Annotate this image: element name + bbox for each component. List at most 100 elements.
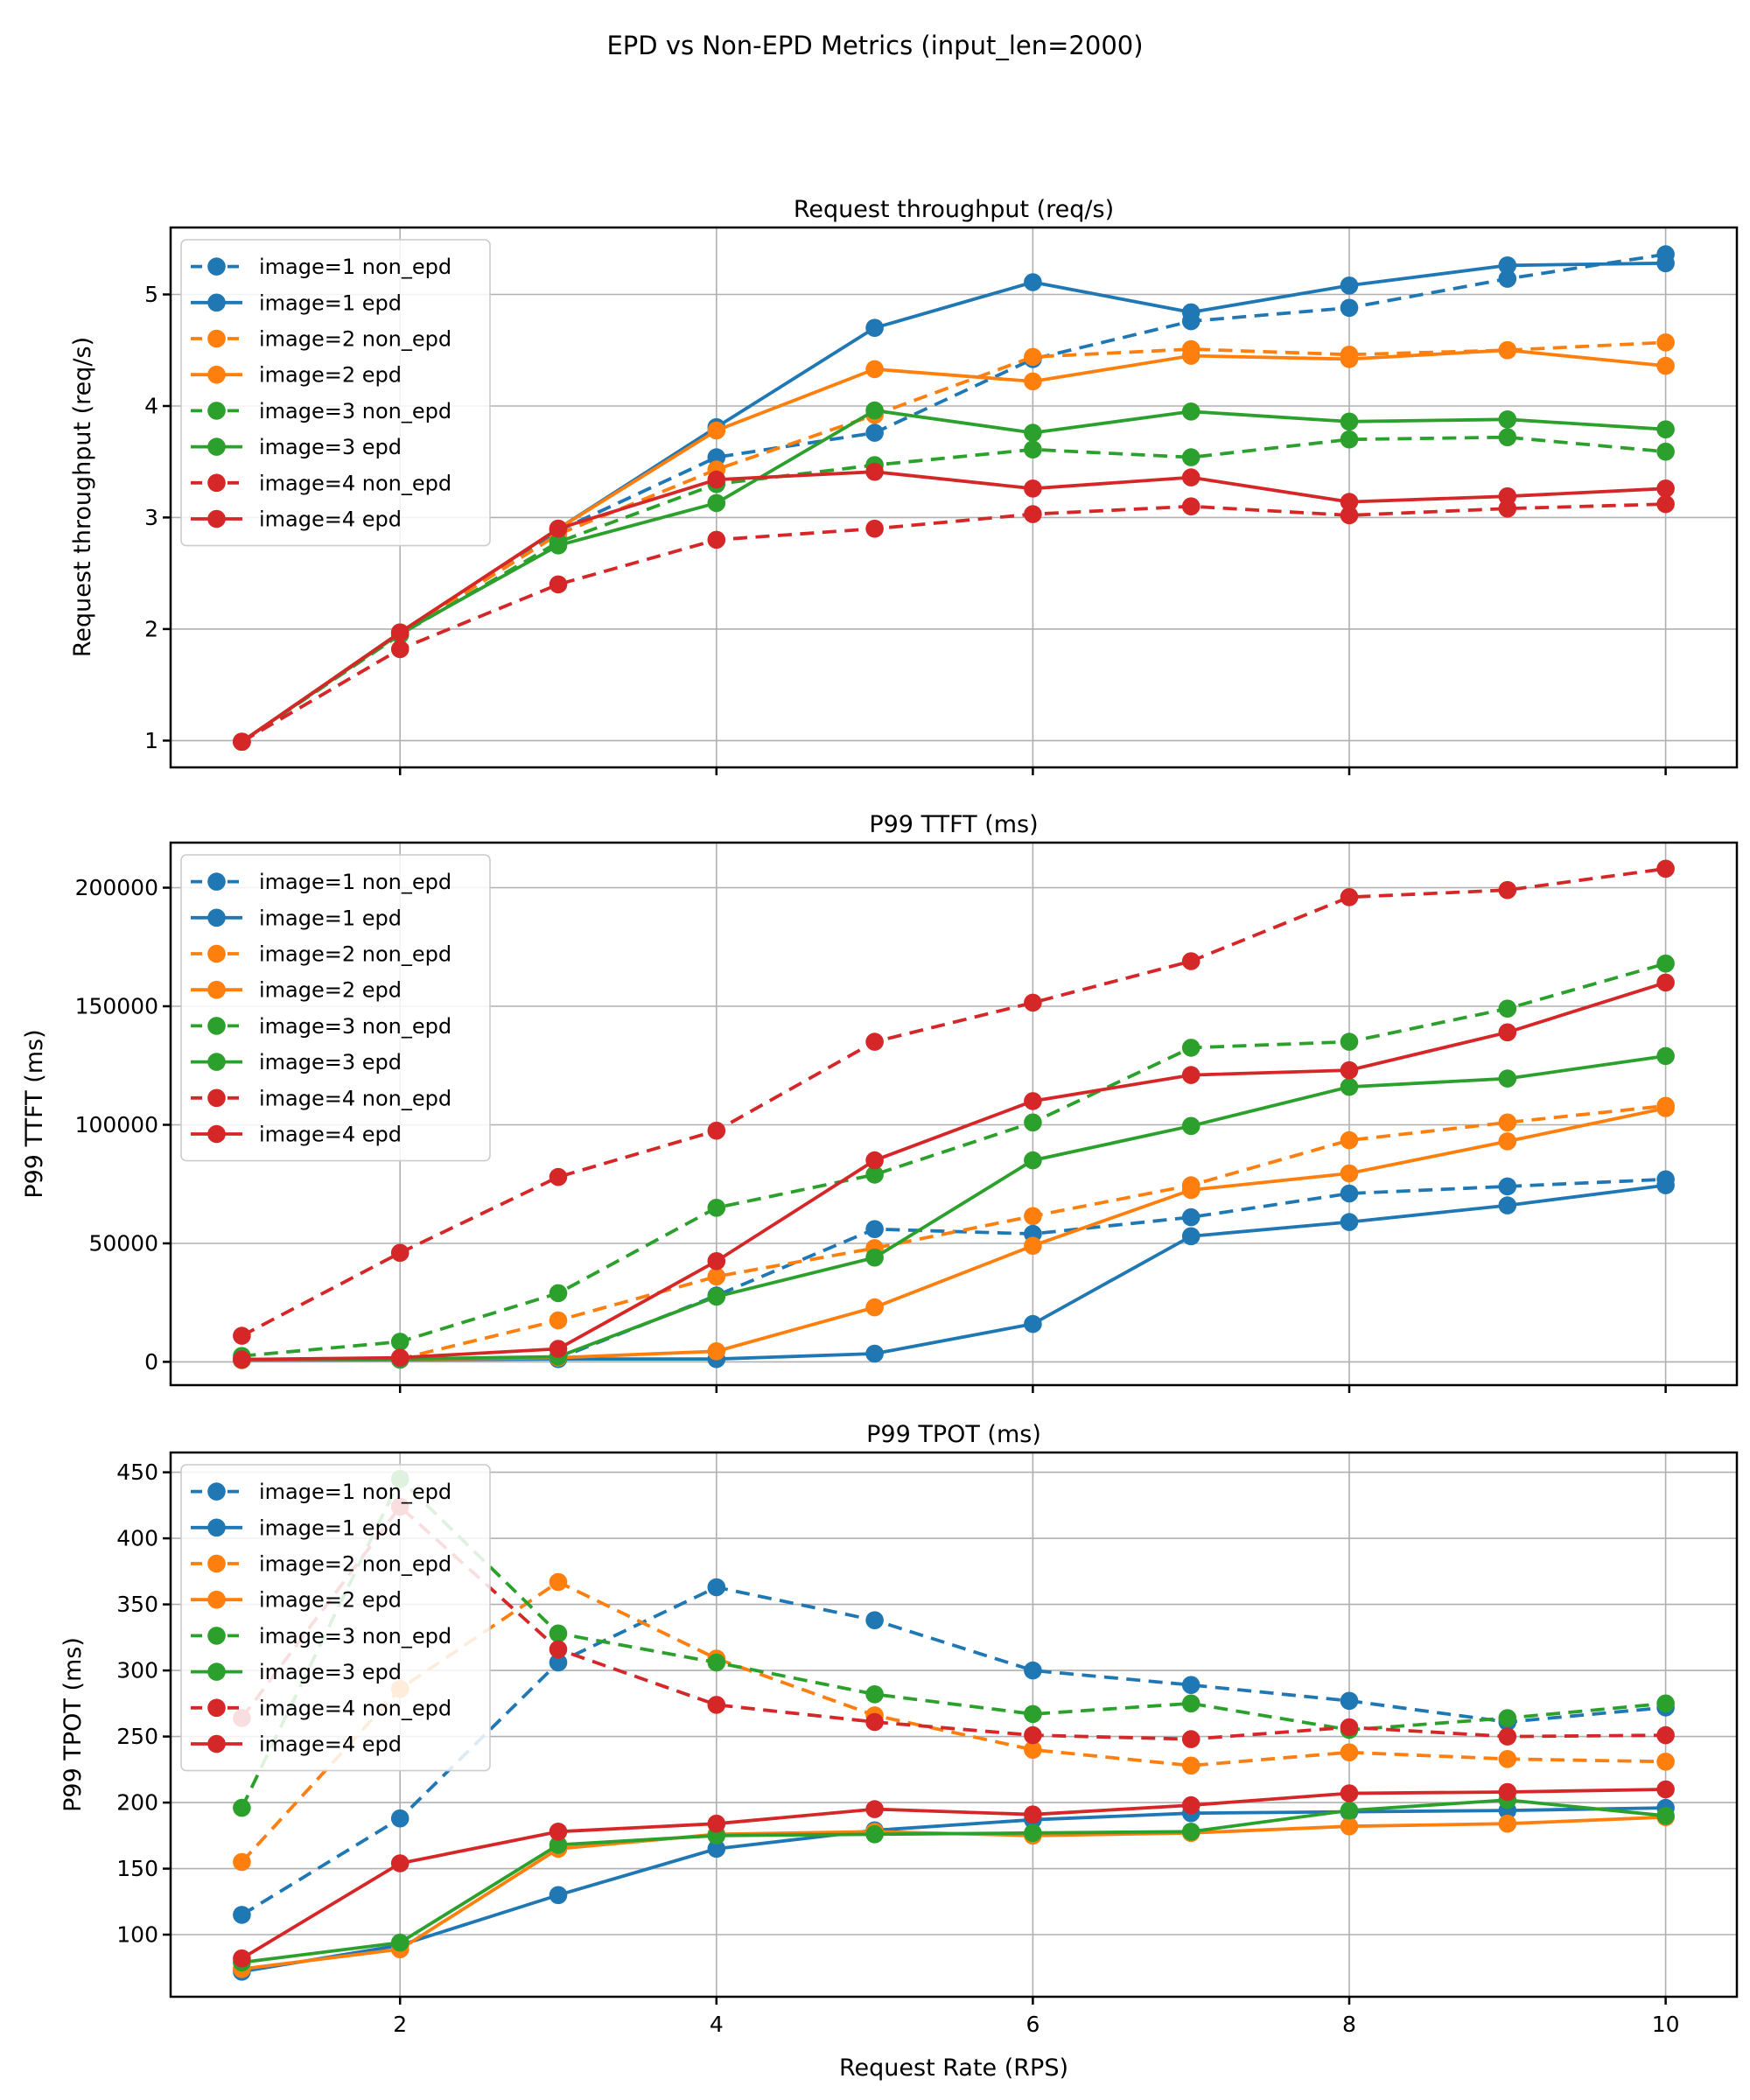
data-point — [390, 1243, 410, 1263]
data-point — [1498, 486, 1517, 506]
series-line-image-3-epd — [242, 1798, 1666, 1964]
data-point — [1024, 1661, 1042, 1680]
series-line-image-4-epd — [242, 981, 1667, 1362]
data-point — [1340, 1184, 1359, 1203]
data-point — [1656, 420, 1675, 439]
series-line-image-4-non-epd — [241, 866, 1666, 1338]
data-point — [707, 1287, 726, 1306]
data-point — [1340, 1743, 1359, 1761]
data-point — [1024, 1113, 1042, 1132]
data-point — [1498, 999, 1517, 1018]
data-point — [1181, 346, 1200, 365]
data-point — [1181, 402, 1200, 421]
data-point — [1024, 1236, 1042, 1255]
data-point — [865, 1166, 884, 1184]
data-point — [1181, 1730, 1200, 1748]
legend-entry-image-2-epd: image=2 epd — [191, 363, 402, 388]
legend-label: image=3 non_epd — [259, 1014, 452, 1039]
data-point — [390, 1854, 410, 1872]
chart2-title: P99 TTFT (ms) — [869, 811, 1038, 838]
data-point — [865, 1032, 884, 1051]
y-tick-label: 4 — [144, 394, 158, 419]
legend-marker — [207, 293, 226, 312]
data-point — [1656, 1806, 1675, 1825]
data-point — [865, 424, 884, 442]
data-point — [1181, 303, 1200, 322]
data-point — [1656, 356, 1675, 375]
legend-marker — [207, 257, 226, 276]
legend-label: image=1 non_epd — [259, 1480, 452, 1504]
legend-label: image=1 non_epd — [259, 870, 452, 894]
data-point — [865, 1298, 884, 1317]
series-markers-image-4-epd — [233, 462, 1675, 751]
legend-label: image=4 epd — [259, 1123, 402, 1147]
data-point — [233, 732, 251, 751]
legend: image=1 non_epd image=1 epd image=2 non_ep… — [180, 1464, 491, 1772]
data-point — [1024, 372, 1042, 391]
data-point — [707, 1814, 726, 1833]
data-point — [390, 1333, 410, 1351]
series-markers-image-3-non-epd — [233, 954, 1675, 1365]
legend-entry-image-1-epd: image=1 epd — [191, 906, 402, 930]
data-point — [1340, 506, 1359, 525]
data-point — [1181, 1756, 1200, 1775]
y-tick-label: 2 — [144, 616, 158, 641]
data-point — [233, 1326, 251, 1345]
chart2-ylabel: P99 TTFT (ms) — [21, 1029, 48, 1198]
data-point — [865, 318, 884, 338]
data-point — [1340, 1213, 1359, 1231]
y-tick-label: 50000 — [88, 1231, 158, 1256]
data-point — [1024, 1207, 1042, 1226]
data-point — [1024, 1151, 1042, 1170]
data-point — [1181, 1039, 1200, 1057]
legend-label: image=2 non_epd — [259, 327, 452, 352]
legend-marker — [207, 908, 226, 928]
legend-entry-image-1-non-epd: image=1 non_epd — [191, 1480, 452, 1504]
data-point — [1498, 256, 1517, 275]
data-point — [1340, 1816, 1359, 1836]
chart1-title: Request throughput (req/s) — [794, 196, 1114, 223]
data-point — [707, 1578, 726, 1597]
data-point — [1340, 1691, 1359, 1711]
data-point — [865, 360, 884, 379]
data-point — [1498, 880, 1517, 900]
series-line-image-4-epd — [241, 1788, 1666, 1960]
data-point — [865, 1344, 884, 1363]
data-point — [1656, 1753, 1675, 1771]
data-point — [1340, 1130, 1359, 1150]
legend-entry-image-1-non-epd: image=1 non_epd — [191, 870, 452, 894]
data-point — [1498, 340, 1517, 360]
y-tick-label: 300 — [116, 1658, 158, 1684]
legend-entry-image-4-epd: image=4 epd — [191, 508, 402, 532]
legend-marker — [207, 438, 226, 456]
axes-frame — [169, 226, 1739, 769]
legend-label: image=1 epd — [259, 906, 402, 930]
data-point — [1340, 1060, 1359, 1080]
chart-p99-ttft: 0 50000 100000 150000 200000 image=1 non_epdi… — [75, 841, 1739, 1393]
x-tick-label: 6 — [1026, 2012, 1040, 2037]
series-line-image-1-non-epd — [242, 1177, 1666, 1362]
legend-entry-image-2-epd: image=2 epd — [191, 978, 402, 1003]
data-point — [1498, 1709, 1517, 1727]
legend-entry-image-1-epd: image=1 epd — [191, 1516, 402, 1540]
data-point — [1024, 273, 1042, 291]
data-point — [1181, 497, 1200, 515]
data-point — [549, 1836, 568, 1854]
legend-marker — [207, 329, 226, 348]
axes-frame — [169, 841, 1739, 1387]
series-line-image-3-epd — [241, 409, 1666, 744]
data-point — [1498, 1069, 1517, 1088]
y-tick-label: 150000 — [75, 994, 158, 1019]
series-markers-image-4-epd — [233, 1780, 1675, 1968]
legend-marker — [207, 402, 226, 420]
y-tick-label: 1 — [144, 728, 158, 753]
data-point — [1024, 1740, 1042, 1759]
data-point — [1498, 1023, 1517, 1042]
data-point — [1656, 480, 1675, 498]
data-point — [1340, 1784, 1359, 1802]
data-point — [1656, 859, 1675, 878]
legend-box — [180, 239, 491, 547]
legend: image=1 non_epd image=1 epd image=2 non_ep… — [180, 854, 491, 1162]
data-point — [707, 421, 726, 440]
x-tick-label: 4 — [710, 2012, 724, 2037]
